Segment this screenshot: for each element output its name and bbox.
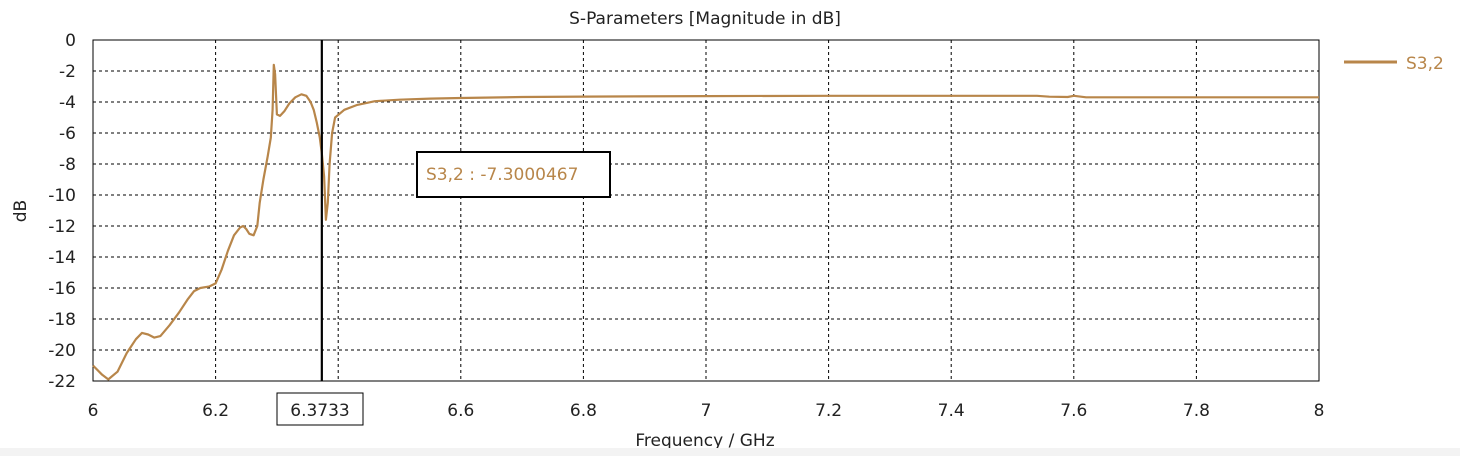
x-tick-label: 6 [88, 401, 99, 421]
x-tick-label: 7 [701, 401, 712, 421]
y-tick-label: -8 [59, 155, 76, 175]
series-layer [92, 63, 1319, 381]
series-line-s3-2[interactable] [92, 63, 1319, 381]
plot-area[interactable] [92, 39, 1320, 382]
marker-annotation: S3,2 : -7.3000467 [426, 165, 578, 185]
y-axis-label: dB [11, 200, 31, 222]
x-tick-label: 6.8 [570, 401, 597, 421]
marker-annotation-box [416, 151, 611, 198]
y-tick-label: -12 [48, 217, 76, 237]
x-tick-label: 6.2 [202, 401, 229, 421]
x-tick-label: 7.8 [1183, 401, 1210, 421]
status-strip [0, 448, 1460, 456]
x-axis-label: Frequency / GHz [635, 431, 774, 448]
y-tick-label: -4 [59, 93, 76, 113]
tick-labels: 6 6.2 6.6 6.8 7 7.2 7.4 7.6 7.8 8 0 -2 -4 -6 -8 -10 -12 -… [48, 31, 1324, 421]
x-tick-label: 7.2 [815, 401, 842, 421]
x-tick-label: 7.6 [1060, 401, 1087, 421]
y-tick-label: -10 [48, 186, 76, 206]
x-tick-label: 6.6 [447, 401, 474, 421]
y-tick-label: -2 [59, 62, 76, 82]
y-tick-label: -18 [48, 310, 76, 330]
y-tick-label: 0 [65, 31, 76, 51]
legend: S3,2 [1344, 54, 1444, 74]
marker-layer: 6.3733 S3,2 : -7.3000467 [276, 40, 611, 426]
y-tick-label: -14 [48, 248, 76, 268]
y-tick-label: -20 [48, 341, 76, 361]
y-tick-label: -6 [59, 124, 76, 144]
marker-x-readout: 6.3733 [290, 401, 349, 421]
marker-x-readout-box [276, 392, 364, 426]
x-tick-label: 8 [1314, 401, 1325, 421]
chart-title: S-Parameters [Magnitude in dB] [569, 9, 841, 29]
legend-label: S3,2 [1406, 54, 1444, 74]
x-tick-label: 7.4 [938, 401, 965, 421]
y-tick-label: -16 [48, 279, 76, 299]
y-tick-label: -22 [48, 372, 76, 392]
